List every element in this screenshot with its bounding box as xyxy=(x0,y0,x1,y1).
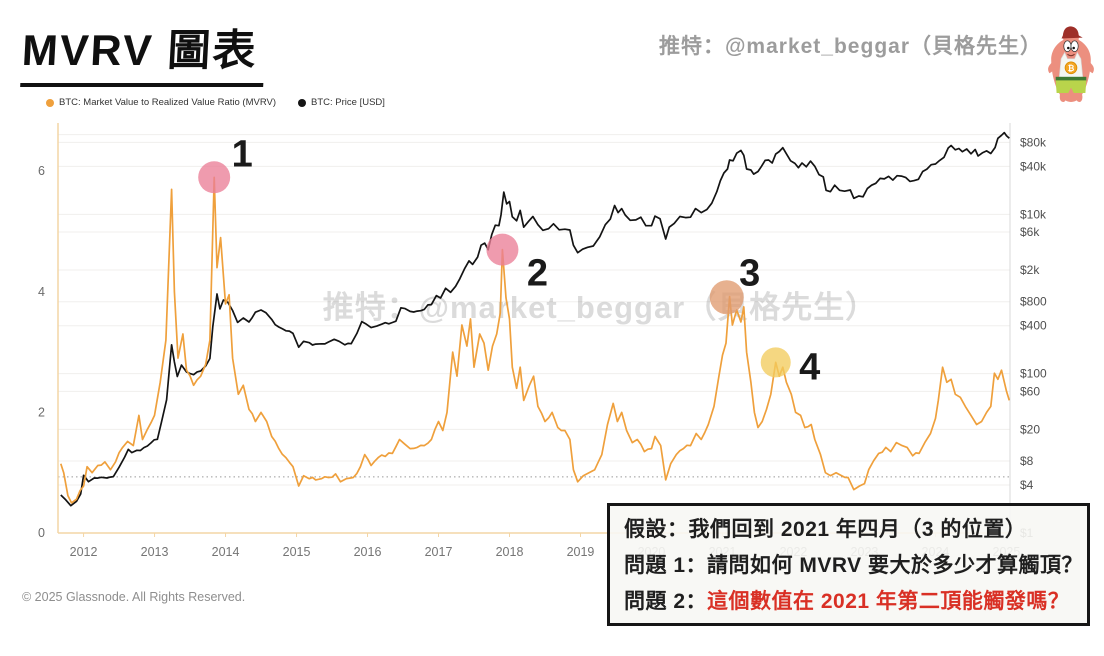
x-axis-label: 2014 xyxy=(212,545,240,559)
peak-marker-circle-4 xyxy=(760,347,791,378)
x-axis-label: 2013 xyxy=(141,545,169,559)
price-axis-label: $100 xyxy=(1020,367,1047,381)
mvrv-axis-label: 2 xyxy=(38,405,45,419)
price-axis-label: $60 xyxy=(1020,384,1040,398)
x-axis-label: 2018 xyxy=(496,545,524,559)
price-axis-label: $400 xyxy=(1020,319,1047,333)
peak-marker-number-1: 1 xyxy=(232,133,253,175)
x-axis-label: 2017 xyxy=(425,545,453,559)
legend-label-price: BTC: Price [USD] xyxy=(311,97,385,108)
patrick-waistband xyxy=(1055,76,1087,82)
mvrv-axis-label: 4 xyxy=(38,285,45,299)
legend-swatch-price-icon xyxy=(298,98,307,107)
question-box: 假設：我們回到 2021 年四月（3 的位置） 問題 1：請問如何 MVRV 要… xyxy=(607,503,1090,626)
price-axis-label: $6k xyxy=(1020,225,1040,239)
bitcoin-badge xyxy=(1064,61,1078,75)
patrick-pupil-right xyxy=(1072,46,1075,50)
legend-item-mvrv: BTC: Market Value to Realized Value Rati… xyxy=(46,97,276,108)
mvrv-axis-label: 6 xyxy=(38,164,45,178)
patrick-pupil-left xyxy=(1067,46,1070,50)
peak-marker-number-2: 2 xyxy=(527,253,548,295)
legend-label-mvrv: BTC: Market Value to Realized Value Rati… xyxy=(59,97,277,108)
patrick-shorts xyxy=(1055,80,1087,93)
patrick-arm-left xyxy=(1048,62,1055,74)
price-axis-label: $20 xyxy=(1020,422,1040,436)
patrick-mouth xyxy=(1067,53,1075,57)
patrick-mascot-image: ₿ xyxy=(1048,26,1094,102)
peak-marker-circle-1 xyxy=(198,161,231,194)
price-axis-label: $10k xyxy=(1020,207,1047,221)
x-axis-label: 2015 xyxy=(283,545,311,559)
price-axis-label: $4 xyxy=(1020,478,1034,492)
question-box-line-2: 問題 1：請問如何 MVRV 要大於多少才算觸頂？ xyxy=(624,554,1083,577)
price-axis-label: $80k xyxy=(1020,135,1047,149)
patrick-foot-left xyxy=(1059,93,1067,102)
price-axis-label: $8 xyxy=(1020,454,1034,468)
x-axis-label: 2019 xyxy=(567,545,595,559)
patrick-foot-right xyxy=(1075,93,1083,102)
series-mvrv-line xyxy=(59,176,1010,504)
mvrv-axis-label: 0 xyxy=(38,526,45,540)
legend-item-price: BTC: Price [USD] xyxy=(298,97,385,108)
peak-marker-circle-2 xyxy=(486,233,519,266)
x-axis-label: 2016 xyxy=(354,545,382,559)
twitter-handle: 推特：@market_beggar（貝格先生） xyxy=(658,35,1042,58)
peak-marker-number-4: 4 xyxy=(799,346,820,388)
price-axis-label: $40k xyxy=(1020,159,1047,173)
series-price-line xyxy=(60,131,1010,507)
price-axis-label: $2k xyxy=(1020,263,1040,277)
copyright-note: © 2025 Glassnode. All Rights Reserved. xyxy=(22,590,246,604)
watermark: 推特：@market_beggar（貝格先生） xyxy=(323,290,878,325)
bitcoin-symbol: ₿ xyxy=(1068,63,1075,73)
question-box-line-1: 假設：我們回到 2021 年四月（3 的位置） xyxy=(624,518,1027,541)
price-axis-label: $800 xyxy=(1020,295,1047,309)
patrick-arm-right xyxy=(1087,62,1094,74)
question-box-red-text: 這個數值在 2021 年第二頂能觸發嗎？ xyxy=(707,590,1070,613)
x-axis-label: 2012 xyxy=(70,545,98,559)
chart-legend: BTC: Market Value to Realized Value Rati… xyxy=(46,97,385,108)
peak-marker-number-3: 3 xyxy=(739,252,760,294)
legend-swatch-mvrv-icon xyxy=(46,98,54,107)
peak-marker-circle-3 xyxy=(709,280,744,315)
patrick-eye-right xyxy=(1070,40,1079,52)
question-box-line-3: 問題 2：這個數值在 2021 年第二頂能觸發嗎？ xyxy=(624,590,1070,613)
patrick-cap xyxy=(1061,26,1083,39)
